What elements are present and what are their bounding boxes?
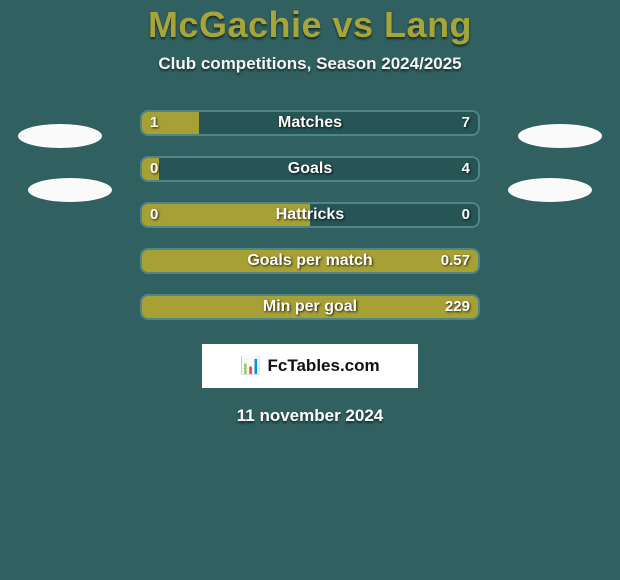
date-label: 11 november 2024 xyxy=(0,406,620,426)
stat-row: 229Min per goal xyxy=(0,284,620,330)
stat-label: Hattricks xyxy=(140,202,480,228)
page-title: McGachie vs Lang xyxy=(0,4,620,46)
stat-row: 04Goals xyxy=(0,146,620,192)
stat-label: Goals xyxy=(140,156,480,182)
stat-label: Matches xyxy=(140,110,480,136)
stat-label: Goals per match xyxy=(140,248,480,274)
brand-chart-icon: 📊 xyxy=(240,356,261,376)
subtitle: Club competitions, Season 2024/2025 xyxy=(0,54,620,74)
stat-row: 0.57Goals per match xyxy=(0,238,620,284)
stats-container: 17Matches04Goals00Hattricks0.57Goals per… xyxy=(0,100,620,330)
brand-badge[interactable]: 📊 FcTables.com xyxy=(202,344,418,388)
stat-label: Min per goal xyxy=(140,294,480,320)
stat-row: 17Matches xyxy=(0,100,620,146)
comparison-card: McGachie vs Lang Club competitions, Seas… xyxy=(0,0,620,580)
brand-text: FcTables.com xyxy=(268,356,380,376)
stat-row: 00Hattricks xyxy=(0,192,620,238)
